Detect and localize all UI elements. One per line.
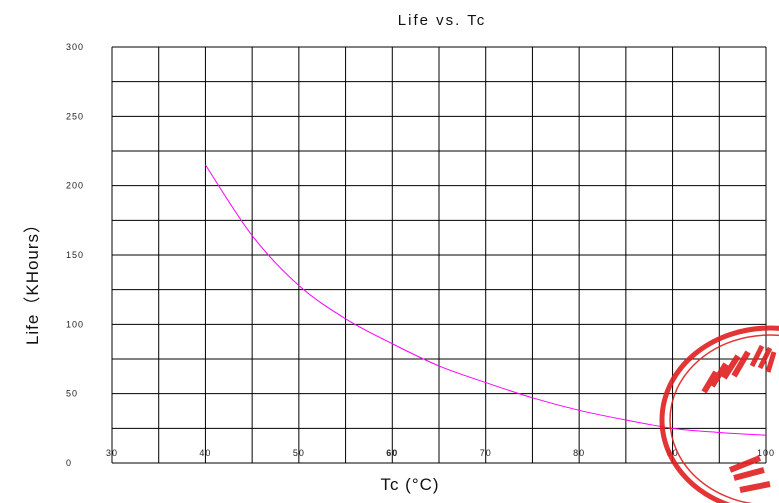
x-tick-label: 60 <box>386 448 398 458</box>
series-line <box>205 164 767 436</box>
x-tick-label: 70 <box>480 448 492 458</box>
x-tick-labels: 30 40 50 60 70 80 90 100 <box>106 448 775 458</box>
x-tick-label: 80 <box>573 448 585 458</box>
y-tick-label: 100 <box>66 319 84 329</box>
y-tick-label: 250 <box>66 111 84 121</box>
y-tick-label: 0 <box>66 458 72 468</box>
x-tick-label: 50 <box>293 448 305 458</box>
company-seal-stamp <box>659 325 779 503</box>
y-tick-label: 150 <box>66 250 84 260</box>
plot-grid <box>111 46 767 464</box>
x-tick-label: 90 <box>667 448 679 458</box>
series-group <box>205 164 767 436</box>
x-axis-label: Tc (°C) <box>380 475 439 494</box>
y-axis-label: Life（KHours） <box>23 215 42 345</box>
y-tick-label: 300 <box>66 42 84 52</box>
chart-title: Life vs. Tc <box>398 12 486 29</box>
x-tick-label: 100 <box>757 448 775 458</box>
y-tick-labels: 0 50 100 150 200 250 300 <box>66 42 84 468</box>
y-tick-label: 50 <box>66 389 78 399</box>
y-tick-label: 200 <box>66 181 84 191</box>
x-tick-label: 40 <box>199 448 211 458</box>
x-tick-label: 30 <box>106 448 118 458</box>
